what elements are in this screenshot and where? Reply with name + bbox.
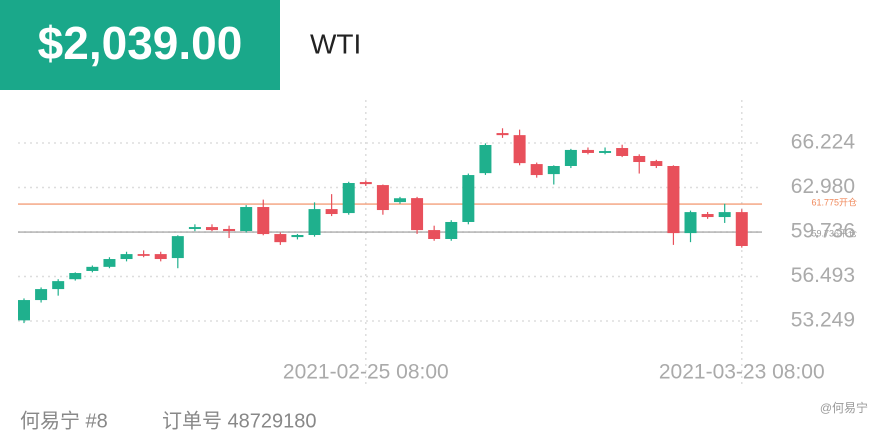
candle-body (393, 198, 406, 203)
candle-body (718, 212, 731, 218)
candle-body (137, 254, 150, 256)
candle-body (411, 198, 424, 231)
candle-body (667, 165, 680, 234)
watermark: @何易宁 (820, 400, 868, 415)
candle-body (359, 182, 372, 185)
candle-body (188, 227, 201, 229)
candle-body (274, 234, 287, 243)
x-tick-label: 2021-02-25 08:00 (283, 361, 449, 384)
candle-body (52, 281, 65, 290)
candle-body (18, 300, 30, 321)
candle-body (513, 135, 526, 164)
user: 何易宁 #8 (20, 409, 108, 432)
candle-body (445, 221, 458, 239)
x-tick-label: 2021-03-23 08:00 (659, 361, 825, 384)
candle-body (223, 228, 236, 232)
candle-body (171, 236, 184, 259)
balance: $2,039.00 (38, 17, 243, 69)
candle-body (547, 165, 560, 175)
y-tick-label: 62.980 (791, 175, 855, 198)
candle-body (462, 175, 475, 222)
reference-label: 61.775开仓 (811, 196, 857, 207)
candle-body (291, 235, 304, 238)
symbol: WTI (310, 28, 361, 59)
candle-body (616, 148, 629, 156)
order-number: 订单号 48729180 (162, 409, 317, 432)
candle-body (308, 209, 321, 236)
y-tick-label: 59.736 (791, 220, 855, 243)
y-tick-label: 56.493 (791, 264, 855, 287)
candle-body (428, 230, 441, 239)
candle-body (35, 289, 48, 301)
candle-body (120, 254, 133, 260)
candle-body (342, 183, 355, 214)
candle-body (154, 254, 167, 260)
reference-label: 59.736平仓 (811, 227, 857, 238)
y-tick-label: 66.224 (791, 131, 856, 154)
candle-body (701, 214, 714, 218)
balance-box (0, 0, 280, 90)
y-tick-label: 53.249 (791, 309, 855, 332)
candle-body (325, 209, 338, 215)
candle-body (530, 164, 543, 176)
candle-body (581, 149, 594, 153)
candle-body (564, 149, 577, 166)
candle-body (479, 145, 492, 174)
candle-body (257, 207, 270, 235)
candle-body (633, 155, 646, 163)
candle-body (240, 207, 253, 232)
candle-body (684, 212, 697, 234)
candle-body (650, 161, 663, 166)
candle-body (205, 227, 218, 231)
candle-body (599, 151, 612, 153)
candle-body (103, 259, 116, 267)
candle-body (86, 266, 99, 271)
candle-body (735, 212, 748, 246)
candle-body (496, 133, 509, 136)
candle-body (376, 185, 389, 211)
candle-body (69, 273, 82, 280)
